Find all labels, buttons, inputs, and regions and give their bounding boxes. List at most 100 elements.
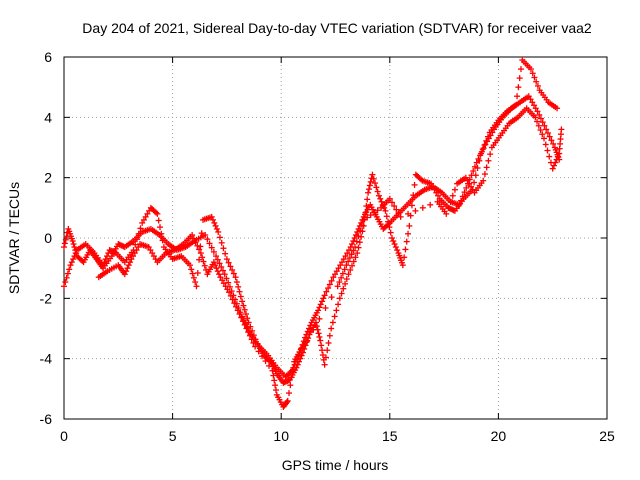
data-point <box>393 206 400 213</box>
data-points <box>61 57 565 410</box>
data-point <box>212 222 219 229</box>
data-point <box>243 311 250 318</box>
chart-title: Day 204 of 2021, Sidereal Day-to-day VTE… <box>82 20 592 36</box>
data-point <box>69 238 76 245</box>
data-point <box>335 265 342 272</box>
data-point <box>233 303 240 310</box>
data-point <box>199 254 206 261</box>
data-point <box>325 339 332 346</box>
data-point <box>67 262 74 269</box>
data-point <box>470 168 477 175</box>
data-point <box>345 271 352 278</box>
data-point <box>514 93 521 100</box>
data-point <box>218 239 225 246</box>
data-point <box>212 262 219 269</box>
data-point <box>289 366 296 373</box>
data-point <box>343 262 350 269</box>
data-point <box>192 279 199 286</box>
data-point <box>388 199 395 206</box>
data-point <box>374 207 381 214</box>
data-point <box>227 263 234 270</box>
data-point <box>192 239 199 246</box>
data-point <box>471 179 478 186</box>
data-point <box>371 209 378 216</box>
data-point <box>319 347 326 354</box>
data-point <box>339 270 346 277</box>
data-point <box>512 102 519 109</box>
data-point <box>525 93 532 100</box>
x-axis-label: GPS time / hours <box>282 457 389 473</box>
data-point <box>344 250 351 257</box>
data-point <box>246 332 253 339</box>
data-point <box>336 279 343 286</box>
y-tick-label: -2 <box>40 290 53 306</box>
data-point <box>221 271 228 278</box>
x-tick-label: 10 <box>273 428 289 444</box>
data-point <box>531 102 538 109</box>
x-tick-label: 15 <box>382 428 398 444</box>
data-point <box>463 184 470 191</box>
data-point <box>304 337 311 344</box>
data-point <box>237 293 244 300</box>
data-point <box>360 216 367 223</box>
data-point <box>372 180 379 187</box>
data-point <box>408 202 415 209</box>
data-point <box>241 321 248 328</box>
data-point <box>127 259 134 266</box>
data-point <box>483 137 490 144</box>
data-point <box>293 364 300 371</box>
data-point <box>294 361 301 368</box>
data-point <box>62 236 69 243</box>
data-point <box>316 333 323 340</box>
data-point <box>527 66 534 73</box>
data-point <box>535 122 542 129</box>
data-point <box>337 262 344 269</box>
data-point <box>487 151 494 158</box>
data-point <box>245 329 252 336</box>
data-point <box>461 189 468 196</box>
data-point <box>233 279 240 286</box>
data-point <box>331 313 338 320</box>
data-point <box>515 84 522 91</box>
data-point <box>410 192 417 199</box>
data-point <box>262 358 269 365</box>
data-point <box>553 156 560 163</box>
data-point <box>190 274 197 281</box>
data-point <box>354 250 361 257</box>
data-point <box>223 275 230 282</box>
data-point <box>140 216 147 223</box>
data-point <box>197 250 204 257</box>
data-point <box>266 362 273 369</box>
data-point <box>325 285 332 292</box>
data-point <box>534 108 541 115</box>
data-point <box>317 301 324 308</box>
data-point <box>342 253 349 260</box>
data-point <box>194 269 201 276</box>
data-point <box>316 304 323 311</box>
data-point <box>397 213 404 220</box>
data-point <box>365 189 372 196</box>
data-point <box>347 266 354 273</box>
data-point <box>123 268 130 275</box>
data-point <box>189 270 196 277</box>
data-point <box>466 180 473 187</box>
data-point <box>516 75 523 82</box>
data-point <box>321 292 328 299</box>
data-point <box>259 353 266 360</box>
data-point <box>474 165 481 172</box>
data-point <box>158 230 165 237</box>
data-point <box>485 157 492 164</box>
data-point <box>269 367 276 374</box>
data-point <box>338 290 345 297</box>
data-point <box>208 213 215 220</box>
data-point <box>243 325 250 332</box>
data-point <box>320 295 327 302</box>
data-point <box>352 254 359 261</box>
data-point <box>248 336 255 343</box>
data-point <box>405 210 412 217</box>
data-point <box>552 159 559 166</box>
data-point <box>554 153 561 160</box>
data-point <box>216 271 223 278</box>
data-point <box>539 131 546 138</box>
data-point <box>386 195 393 202</box>
